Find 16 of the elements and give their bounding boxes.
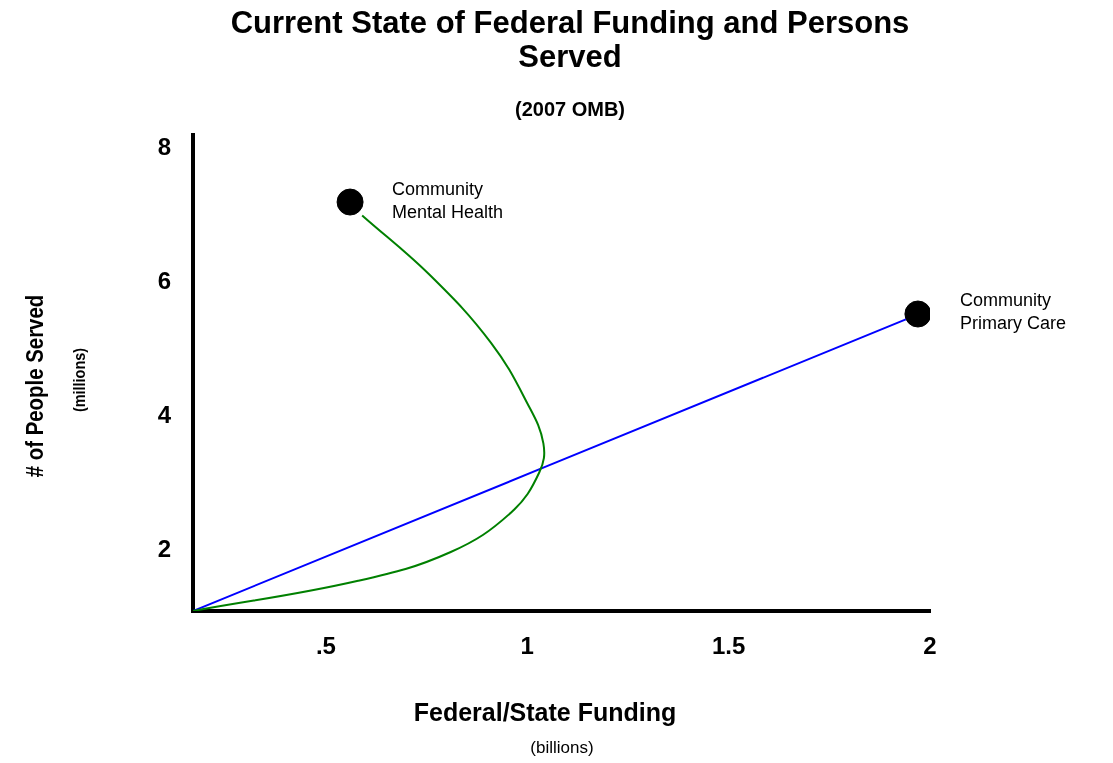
y-tick-label: 2 (157, 535, 171, 563)
chart-title: Current State of Federal Funding and Persons Served (229, 5, 911, 74)
x-tick-label: 1.5 (711, 632, 746, 660)
x-tick-label: 2 (923, 632, 937, 660)
chart-subtitle: (2007 OMB) (514, 98, 626, 121)
text: (millions) (70, 346, 90, 415)
annotation: Community Mental Health (392, 178, 504, 222)
annotation: Community Primary Care (959, 290, 1066, 334)
x-tick-label: 1 (520, 632, 534, 660)
y-tick-label: 8 (157, 133, 171, 161)
x-tick-label: .5 (315, 632, 336, 660)
y-tick-label: 4 (157, 401, 172, 429)
y-axis-title: # of People Served (21, 293, 49, 480)
y-tick-label: 6 (157, 267, 171, 295)
x-axis-title: Federal/State Funding (412, 698, 678, 727)
text: (billions) (529, 738, 595, 758)
